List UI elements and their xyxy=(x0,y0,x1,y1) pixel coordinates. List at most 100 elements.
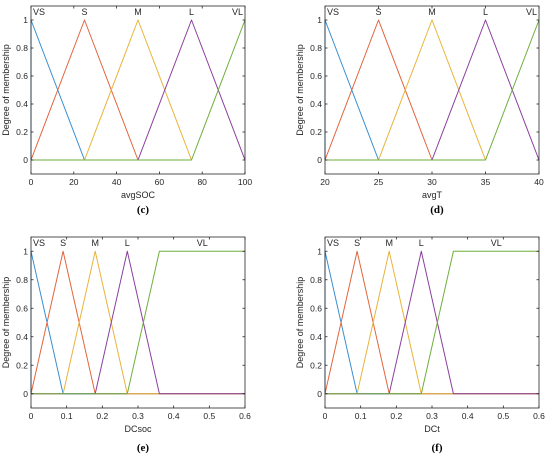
y-tick-label: 0.6 xyxy=(16,303,28,313)
series-line-m xyxy=(84,19,192,161)
mf-label-vs: VS xyxy=(33,7,45,17)
y-tick-label: 0.2 xyxy=(310,360,322,370)
y-tick-label: 0.4 xyxy=(16,332,28,342)
x-tick-label: 0.3 xyxy=(426,411,438,421)
y-tick-label: 0.6 xyxy=(310,303,322,313)
x-tick-label: 0.1 xyxy=(61,411,73,421)
y-tick-label: 0.8 xyxy=(310,43,322,53)
y-axis-title: Degree of membership xyxy=(295,44,305,136)
x-tick-label: 40 xyxy=(112,177,122,187)
mf-label-vs: VS xyxy=(327,238,339,248)
series-line-m xyxy=(378,19,486,161)
panel-label: (e) xyxy=(137,442,150,454)
mf-label-m: M xyxy=(91,238,99,248)
mf-label-vl: VL xyxy=(197,238,208,248)
mf-label-l: L xyxy=(189,7,194,17)
x-tick-label: 0 xyxy=(323,411,328,421)
series-line-vs xyxy=(30,250,245,395)
x-tick-label: 0.2 xyxy=(96,411,108,421)
y-tick-label: 0.2 xyxy=(16,360,28,370)
series-line-s xyxy=(324,250,539,395)
series-line-s xyxy=(324,19,433,161)
mf-label-vs: VS xyxy=(327,7,339,17)
mf-label-l: L xyxy=(125,238,130,248)
x-tick-label: 20 xyxy=(320,177,330,187)
panel-label: (d) xyxy=(430,204,444,216)
x-tick-label: 30 xyxy=(427,177,437,187)
x-tick-label: 0.1 xyxy=(355,411,367,421)
chart-panel-1: VS S M L VL 20 25 30 35 40 0 0.2 0.4 0.6 0.8 1 avgT Degre… xyxy=(295,5,544,216)
mf-label-m: M xyxy=(134,7,142,17)
x-tick-label: 35 xyxy=(481,177,491,187)
y-axis-title: Degree of membership xyxy=(1,277,11,369)
series-line-vl xyxy=(325,250,539,395)
x-tick-label: 0 xyxy=(29,411,34,421)
panel-label: (f) xyxy=(432,442,443,454)
x-tick-label: 0.2 xyxy=(390,411,402,421)
y-tick-label: 0.8 xyxy=(310,275,322,285)
mf-label-vl: VL xyxy=(232,7,243,17)
series-line-vl xyxy=(31,250,245,395)
y-tick-label: 0.2 xyxy=(310,127,322,137)
mf-label-vs: VS xyxy=(33,238,45,248)
series-line-s xyxy=(30,19,139,161)
series-line-l xyxy=(137,19,246,161)
x-tick-label: 0 xyxy=(29,177,34,187)
mf-label-l: L xyxy=(419,238,424,248)
y-axis-title: Degree of membership xyxy=(1,44,11,136)
y-tick-label: 0 xyxy=(317,389,322,399)
panel-label: (c) xyxy=(137,204,150,216)
mf-label-s: S xyxy=(60,238,66,248)
series-line-l xyxy=(431,19,540,161)
mf-label-m: M xyxy=(385,238,393,248)
x-tick-label: 0.3 xyxy=(132,411,144,421)
series-line-l xyxy=(31,250,245,395)
y-tick-label: 0.8 xyxy=(16,43,28,53)
x-axis-title: avgSOC xyxy=(121,190,156,200)
mf-label-s: S xyxy=(81,7,87,17)
x-axis-title: avgT xyxy=(422,190,443,200)
y-tick-label: 0 xyxy=(23,155,28,165)
axes-box xyxy=(324,236,540,409)
x-tick-label: 0.4 xyxy=(168,411,180,421)
x-tick-label: 0.5 xyxy=(497,411,509,421)
x-tick-label: 0.4 xyxy=(462,411,474,421)
mf-label-m: M xyxy=(428,7,436,17)
y-tick-label: 0.6 xyxy=(16,71,28,81)
mf-label-l: L xyxy=(483,7,488,17)
axes-box xyxy=(30,236,246,409)
y-axis-title: Degree of membership xyxy=(295,277,305,369)
y-tick-label: 0.2 xyxy=(16,127,28,137)
x-tick-label: 25 xyxy=(374,177,384,187)
x-axis-title: DCt xyxy=(424,424,440,434)
x-axis-title: DCsoc xyxy=(124,424,152,434)
y-tick-label: 0.8 xyxy=(16,275,28,285)
x-tick-label: 20 xyxy=(69,177,79,187)
chart-panel-2: VS S M L VL 0 0.1 0.2 0.3 0.4 0.5 0.6 0 0.2 0.4 0.6 0.8 1… xyxy=(1,236,251,454)
x-tick-label: 0.6 xyxy=(239,411,251,421)
y-tick-label: 0 xyxy=(317,155,322,165)
series-line-m xyxy=(31,250,245,395)
y-tick-label: 0 xyxy=(23,389,28,399)
series-line-l xyxy=(325,250,539,395)
series-line-vl xyxy=(325,19,540,161)
mf-label-vl: VL xyxy=(526,7,537,17)
mf-label-s: S xyxy=(375,7,381,17)
y-tick-label: 1 xyxy=(23,246,28,256)
y-tick-label: 1 xyxy=(317,246,322,256)
axes-box xyxy=(30,5,246,175)
x-tick-label: 60 xyxy=(155,177,165,187)
y-tick-label: 0.4 xyxy=(16,99,28,109)
axes-box xyxy=(324,5,540,175)
series-line-vs xyxy=(324,250,539,395)
x-tick-label: 0.6 xyxy=(533,411,545,421)
x-tick-label: 80 xyxy=(197,177,207,187)
x-tick-label: 100 xyxy=(238,177,252,187)
mf-label-vl: VL xyxy=(491,238,502,248)
x-tick-label: 40 xyxy=(534,177,544,187)
y-tick-label: 0.6 xyxy=(310,71,322,81)
mf-label-s: S xyxy=(354,238,360,248)
y-tick-label: 0.4 xyxy=(310,99,322,109)
series-line-m xyxy=(325,250,539,395)
series-line-s xyxy=(30,250,245,395)
